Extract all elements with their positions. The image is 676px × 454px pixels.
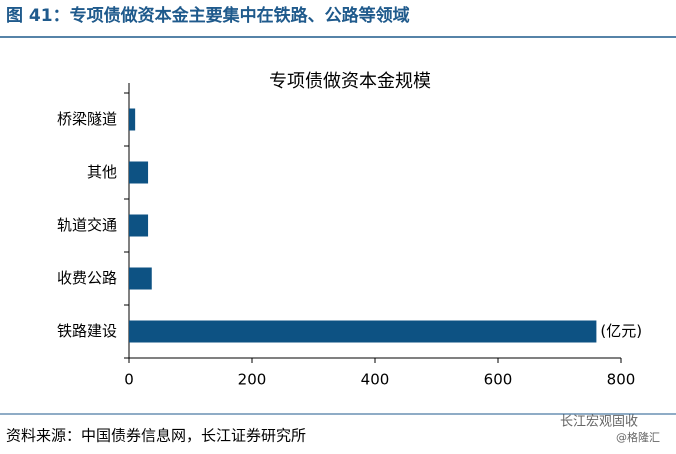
x-tick-label: 600 — [484, 371, 513, 389]
y-tick-label: 桥梁隧道 — [57, 110, 117, 128]
bar — [129, 108, 136, 131]
y-tick-label: 轨道交通 — [57, 216, 117, 234]
y-tick-label: 其他 — [87, 163, 117, 181]
source-note: 资料来源：中国债券信息网，长江证券研究所 — [6, 427, 306, 445]
x-tick-label: 200 — [238, 371, 267, 389]
x-tick-label: 0 — [124, 371, 134, 389]
x-tick-label: 400 — [361, 371, 390, 389]
chart-title: 专项债做资本金规模 — [269, 71, 431, 92]
bar — [129, 161, 149, 184]
figure-title: 图 41：专项债做资本金主要集中在铁路、公路等领域 — [6, 5, 410, 26]
watermark: 长江宏观固收 — [560, 415, 638, 430]
bar — [129, 320, 597, 343]
y-tick-label: 收费公路 — [57, 269, 117, 287]
bar — [129, 214, 149, 237]
credit: @格隆汇 — [616, 430, 660, 444]
bar — [129, 267, 152, 290]
x-tick-label: 800 — [607, 371, 636, 389]
y-tick-label: 铁路建设 — [57, 322, 117, 340]
unit-label: (亿元) — [600, 322, 642, 340]
